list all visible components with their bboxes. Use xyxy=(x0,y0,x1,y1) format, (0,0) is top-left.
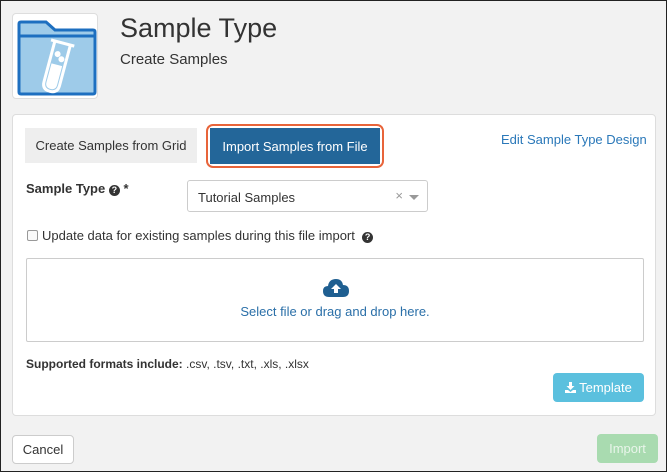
import-panel xyxy=(12,114,656,416)
cancel-button[interactable]: Cancel xyxy=(12,435,74,464)
sample-type-label: Sample Type ? * xyxy=(26,181,129,196)
update-existing-label[interactable]: Update data for existing samples during … xyxy=(42,228,374,243)
template-label: Template xyxy=(579,380,632,395)
page-title: Sample Type xyxy=(120,13,278,43)
formats-label: Supported formats include: xyxy=(26,357,183,371)
supported-formats: Supported formats include: .csv, .tsv, .… xyxy=(26,357,309,371)
help-icon[interactable]: ? xyxy=(108,185,120,196)
edit-sample-type-design-link[interactable]: Edit Sample Type Design xyxy=(501,132,647,147)
update-existing-checkbox[interactable] xyxy=(27,230,38,241)
dropzone-text: Select file or drag and drop here. xyxy=(240,304,430,319)
tab-create-from-grid[interactable]: Create Samples from Grid xyxy=(25,128,197,163)
sample-type-icon xyxy=(12,13,98,99)
cloud-upload-icon xyxy=(323,279,349,297)
help-icon[interactable]: ? xyxy=(362,232,374,243)
chevron-down-icon[interactable] xyxy=(409,195,419,200)
sample-type-label-text: Sample Type xyxy=(26,181,106,196)
sample-type-select[interactable]: Tutorial Samples × xyxy=(187,180,428,212)
focus-ring xyxy=(206,124,384,168)
folder-test-tube-icon xyxy=(17,20,97,96)
required-mark: * xyxy=(123,181,129,196)
sample-type-value: Tutorial Samples xyxy=(198,190,296,205)
update-existing-text: Update data for existing samples during … xyxy=(42,228,355,243)
formats-value: .csv, .tsv, .txt, .xls, .xlsx xyxy=(186,357,309,371)
download-icon xyxy=(565,382,577,393)
template-download-button[interactable]: Template xyxy=(553,373,644,402)
import-button[interactable]: Import xyxy=(597,434,658,463)
clear-icon[interactable]: × xyxy=(395,188,403,203)
tab-import-from-file[interactable]: Import Samples from File xyxy=(210,128,380,164)
page-subtitle: Create Samples xyxy=(120,51,228,68)
file-dropzone[interactable]: Select file or drag and drop here. xyxy=(26,258,644,342)
